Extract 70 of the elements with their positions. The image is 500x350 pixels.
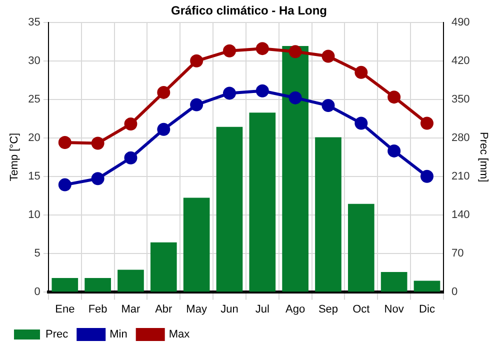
x-tick-label: Feb (88, 303, 108, 316)
point (222, 86, 236, 100)
y-tick-label: 15 (28, 170, 40, 182)
bar (118, 270, 144, 292)
y-axis-title: Temp [°C] (8, 132, 21, 182)
y2-tick-label: 350 (451, 93, 470, 106)
y-tick-label: 25 (28, 93, 40, 106)
point (190, 54, 204, 68)
point (288, 91, 302, 104)
y-tick-label: 20 (28, 132, 40, 144)
x-tick-label: Dic (419, 303, 436, 316)
point (157, 122, 170, 136)
point (322, 99, 335, 112)
bar (315, 137, 342, 292)
y2-tick-label: 70 (451, 247, 464, 260)
x-tick-label: Ene (55, 303, 75, 316)
x-tick-label: Oct (352, 303, 370, 316)
legend-label: Prec (46, 328, 69, 341)
bar (348, 204, 374, 292)
y-tick-label: 35 (28, 16, 40, 28)
bar (84, 278, 111, 292)
bar (414, 280, 440, 292)
point (157, 86, 170, 99)
point (388, 144, 401, 158)
x-tick-label: Jun (220, 303, 238, 316)
x-tick-label: Ago (286, 303, 306, 316)
bar (249, 112, 276, 292)
bar (150, 242, 177, 292)
bar (183, 198, 210, 292)
y2-axis-title: Prec [mm] (477, 132, 490, 182)
chart-title: Gráfico climático - Ha Long (170, 4, 328, 18)
point (354, 116, 368, 130)
legend-label: Min (110, 328, 128, 341)
x-tick-label: Jul (255, 303, 270, 316)
y-tick-label: 0 (34, 286, 40, 298)
y2-tick-label: 140 (451, 208, 470, 221)
point (388, 90, 401, 104)
point (91, 136, 104, 150)
y-tick-label: 30 (28, 54, 40, 67)
x-tick-label: Sep (318, 303, 338, 316)
bar (52, 278, 78, 292)
x-tick-label: May (186, 303, 208, 316)
point (222, 44, 236, 58)
y2-tick-label: 280 (451, 132, 470, 144)
bar (216, 126, 243, 292)
y-tick-label: 10 (28, 208, 40, 221)
y2-tick-label: 420 (451, 54, 470, 67)
legend-label: Max (168, 328, 190, 341)
point (288, 45, 302, 58)
y2-tick-label: 210 (451, 170, 470, 182)
point (58, 136, 72, 149)
y2-tick-label: 0 (451, 286, 458, 298)
point (256, 84, 269, 98)
point (190, 98, 204, 112)
x-tick-label: Mar (121, 303, 141, 316)
point (420, 170, 434, 183)
point (124, 151, 138, 164)
point (354, 66, 368, 79)
bar (380, 272, 408, 292)
point (322, 50, 335, 63)
y-tick-label: 5 (34, 247, 40, 260)
point (58, 178, 72, 192)
bar (282, 46, 308, 292)
point (420, 116, 434, 130)
point (124, 118, 138, 131)
point (256, 42, 269, 56)
point (91, 172, 104, 186)
y2-tick-label: 490 (451, 16, 470, 28)
x-tick-label: Abr (155, 303, 173, 316)
x-tick-label: Nov (384, 303, 404, 316)
